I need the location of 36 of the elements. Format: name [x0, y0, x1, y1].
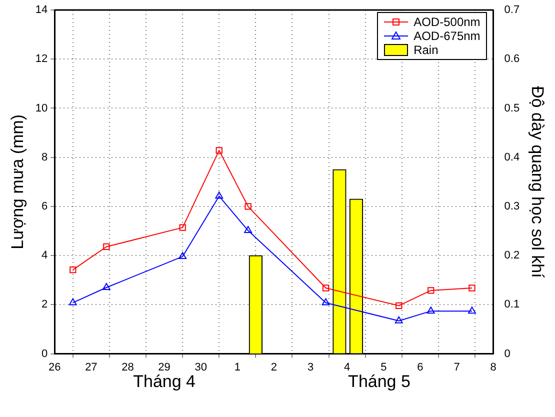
y2-tick-label: 0.5: [504, 102, 520, 114]
text: Tháng 4: [133, 372, 196, 392]
y-tick-label: 12: [35, 53, 48, 66]
x-tick-label: 28: [122, 361, 134, 374]
x-tick-label: 8: [490, 361, 496, 374]
y-tick-label: 8: [42, 151, 48, 164]
y2-tick-label: 0.3: [504, 200, 520, 212]
y-tick-label: 6: [42, 200, 48, 212]
y2-tick-label: 0.7: [504, 4, 520, 16]
y-tick-label: 2: [42, 298, 48, 311]
x-tick-label: 3: [307, 361, 314, 374]
y2-tick-label: 0.6: [504, 53, 520, 66]
y-tick-label: 0: [42, 348, 48, 360]
x-tick-label: 27: [85, 361, 98, 374]
y-tick-label: 14: [35, 4, 48, 16]
y-tick-label: 4: [42, 250, 48, 262]
y2-tick-label: 0.1: [504, 298, 520, 311]
y-tick-label: 10: [35, 102, 48, 114]
y2-tick-label: 0: [504, 348, 510, 360]
y2-tick-label: 0.2: [504, 250, 520, 262]
text: Tháng 5: [348, 372, 410, 392]
x-tick-label: 26: [48, 361, 61, 374]
x-tick-label: 2: [270, 361, 278, 374]
legend-label: AOD-500nm: [414, 15, 480, 29]
x-tick-label: 4: [344, 361, 350, 374]
x-tick-label: 6: [417, 361, 424, 374]
x-tick-label: 29: [158, 361, 170, 374]
legend-label: Rain: [414, 43, 438, 57]
x-tick-label: 7: [454, 361, 460, 374]
x-tick-label: 30: [194, 361, 207, 374]
y-axis-title: Lượng mưa (mm): [8, 114, 27, 250]
y2-tick-label: 0.4: [504, 151, 520, 164]
y2-axis-title: Độ dày quang học sol khí: [528, 86, 548, 278]
legend-label: AOD-675nm: [414, 29, 480, 43]
x-tick-label: 5: [380, 361, 387, 374]
x-tick-label: 1: [234, 361, 240, 374]
